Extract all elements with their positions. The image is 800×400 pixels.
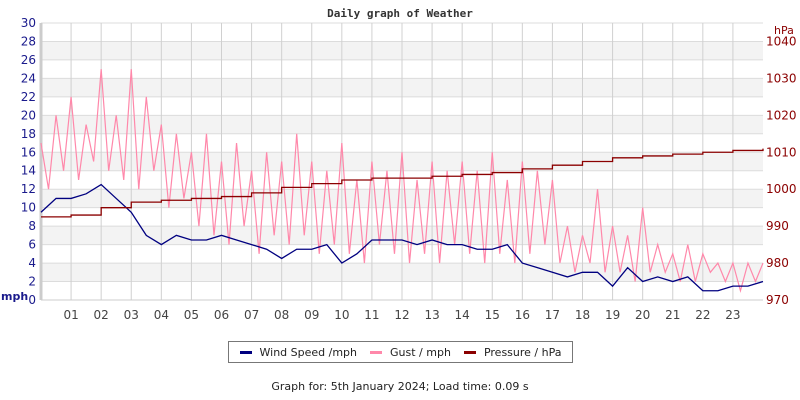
legend-swatch xyxy=(239,350,252,354)
x-tick-label: 21 xyxy=(665,308,680,322)
x-tick-label: 20 xyxy=(635,308,650,322)
x-tick-label: 05 xyxy=(184,308,199,322)
right-axis-label: hPa xyxy=(774,24,794,37)
x-tick-label: 06 xyxy=(214,308,229,322)
x-tick-label: 16 xyxy=(515,308,530,322)
left-tick-label: 26 xyxy=(21,53,36,67)
left-tick-label: 2 xyxy=(28,275,36,289)
series-line-gust xyxy=(40,69,764,294)
series-line-wind xyxy=(40,183,764,292)
x-tick-label: 18 xyxy=(575,308,590,322)
legend: Wind Speed /mph Gust / mph Pressure / hP… xyxy=(228,341,573,363)
left-tick-label: 18 xyxy=(21,127,36,141)
legend-item-wind: Wind Speed /mph xyxy=(239,345,358,359)
x-tick-label: 10 xyxy=(334,308,349,322)
x-tick-label: 03 xyxy=(124,308,139,322)
legend-label: Pressure / hPa xyxy=(483,345,562,359)
x-tick-label: 22 xyxy=(695,308,710,322)
x-tick-label: 09 xyxy=(304,308,319,322)
left-tick-label: 8 xyxy=(28,219,36,233)
x-tick-label: 15 xyxy=(485,308,500,322)
x-tick-label: 12 xyxy=(394,308,409,322)
right-tick-label: 970 xyxy=(766,293,789,307)
x-tick-label: 04 xyxy=(154,308,169,322)
x-tick-label: 08 xyxy=(274,308,289,322)
left-tick-label: 22 xyxy=(21,90,36,104)
left-tick-label: 4 xyxy=(28,256,36,270)
left-axis-label: mph xyxy=(1,290,28,303)
left-tick-label: 28 xyxy=(21,34,36,48)
right-tick-label: 1020 xyxy=(766,108,797,122)
x-tick-label: 11 xyxy=(364,308,379,322)
right-tick-label: 1040 xyxy=(766,34,797,48)
left-tick-label: 10 xyxy=(21,201,36,215)
x-tick-label: 23 xyxy=(725,308,740,322)
left-tick-label: 24 xyxy=(21,71,36,85)
footer-text: Graph for: 5th January 2024; Load time: … xyxy=(271,380,529,393)
x-tick-label: 07 xyxy=(244,308,259,322)
legend-item-gust: Gust / mph xyxy=(370,346,451,359)
series-line-pressure xyxy=(41,148,764,218)
left-tick-label: 16 xyxy=(21,145,36,159)
left-tick-label: 6 xyxy=(28,238,36,252)
right-tick-label: 1010 xyxy=(766,145,797,159)
legend-label: Gust / mph xyxy=(390,345,451,359)
x-tick-label: 14 xyxy=(455,308,470,322)
right-tick-label: 980 xyxy=(766,256,789,270)
chart-title: Daily graph of Weather xyxy=(327,7,473,20)
x-tick-label: 02 xyxy=(94,308,109,322)
legend-item-pressure: Pressure / hPa xyxy=(463,345,562,359)
x-tick-label: 01 xyxy=(63,308,78,322)
left-tick-label: 30 xyxy=(21,16,36,30)
x-tick-label: 13 xyxy=(424,308,439,322)
x-tick-label: 17 xyxy=(545,308,560,322)
left-tick-label: 20 xyxy=(21,108,36,122)
left-tick-label: 0 xyxy=(28,293,36,307)
legend-label: Wind Speed /mph xyxy=(259,345,358,359)
left-tick-label: 12 xyxy=(21,182,36,196)
x-tick-label: 19 xyxy=(605,308,620,322)
right-tick-label: 1030 xyxy=(766,71,797,85)
right-tick-label: 1000 xyxy=(766,182,797,196)
legend-swatch xyxy=(463,350,476,354)
legend-swatch xyxy=(370,350,383,354)
left-tick-label: 14 xyxy=(21,164,36,178)
right-tick-label: 990 xyxy=(766,219,789,233)
